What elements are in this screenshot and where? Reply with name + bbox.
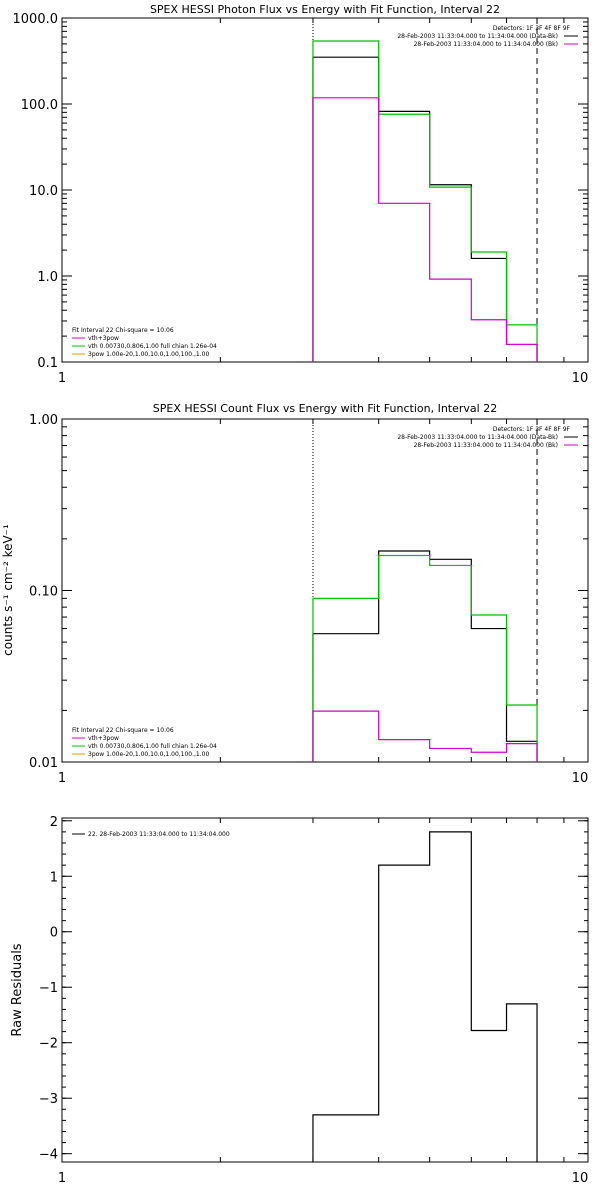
count-flux-fit-legend-entry: Fit Interval 22 Chi-square = 10.06 <box>72 727 174 734</box>
count-flux-series-data-bk <box>312 550 538 762</box>
photon-flux-legend-entry: 28-Feb-2003 11:33:04.000 to 11:34:04.000… <box>414 41 558 48</box>
residuals-y-tick-label: 1 <box>50 870 58 885</box>
photon-flux-fit-legend-entry: vth 0.00730,0.806,1.00 full chian 1.26e-… <box>88 343 217 350</box>
photon-flux-series-background <box>312 97 538 362</box>
photon-flux-fit-legend-entry: vth+3pow <box>88 335 119 342</box>
photon-flux-y-tick-label: 1.0 <box>37 270 58 285</box>
count-flux-x-tick-label: 10 <box>572 771 589 786</box>
count-flux-legend-entry: Detectors: 1F 3F 4F 8F 9F <box>493 426 571 433</box>
residuals-y-tick-label: −4 <box>39 1148 58 1163</box>
photon-flux-y-tick-label: 10.0 <box>29 184 58 199</box>
residuals-legend-entry: 22. 28-Feb-2003 11:33:04.000 to 11:34:04… <box>88 831 230 838</box>
photon-flux-fit-legend-entry: Fit Interval 22 Chi-square = 10.06 <box>72 327 174 334</box>
count-flux-series-background <box>312 710 538 762</box>
photon-flux-title: SPEX HESSI Photon Flux vs Energy with Fi… <box>150 3 500 16</box>
count-flux-ylabel: counts s⁻¹ cm⁻² keV⁻¹ <box>1 524 15 656</box>
photon-flux-legend-entry: 28-Feb-2003 11:33:04.000 to 11:34:04.000… <box>397 33 558 40</box>
count-flux-series-fit-vth-3pow <box>312 554 538 762</box>
photon-flux-fit-legend-entry: 3pow 1.00e-20,1.00,10.0,1.00,100.,1.00 <box>88 351 209 358</box>
count-flux-y-tick-label: 1.00 <box>29 413 58 428</box>
count-flux-panel: SPEX HESSI Count Flux vs Energy with Fit… <box>1 402 589 786</box>
photon-flux-series-data-bk <box>312 56 538 362</box>
count-flux-fit-legend-entry: 3pow 1.00e-20,1.00,10.0,1.00,100.,1.00 <box>88 751 209 758</box>
photon-flux-plot-frame <box>61 17 589 363</box>
count-flux-y-tick-label: 0.10 <box>29 585 58 600</box>
residuals-series-data-bk <box>312 831 538 1162</box>
residuals-x-tick-label: 1 <box>58 1171 66 1186</box>
residuals-plot-frame <box>61 817 589 1163</box>
residuals-ylabel: Raw Residuals <box>10 943 25 1036</box>
residuals-y-tick-label: −1 <box>39 981 58 996</box>
residuals-y-tick-label: 0 <box>50 926 58 941</box>
count-flux-y-tick-label: 0.01 <box>29 756 58 771</box>
count-flux-title: SPEX HESSI Count Flux vs Energy with Fit… <box>153 402 497 415</box>
residuals-y-tick-label: −2 <box>39 1037 58 1052</box>
residuals-x-tick-label: 10 <box>572 1171 589 1186</box>
residuals-panel: Raw Residuals −4 −3 −2 −1 0 1 2 1 10 22. 28-Feb-2… <box>10 815 589 1186</box>
photon-flux-legend-entry: Detectors: 1F 3F 4F 8F 9F <box>493 25 571 32</box>
residuals-y-tick-label: 2 <box>50 815 58 830</box>
count-flux-legend-entry: 28-Feb-2003 11:33:04.000 to 11:34:04.000… <box>414 442 558 449</box>
photon-flux-x-tick-label: 10 <box>572 371 589 386</box>
photon-flux-y-tick-label: 0.1 <box>37 356 58 371</box>
count-flux-x-tick-label: 1 <box>58 771 66 786</box>
photon-flux-x-tick-label: 1 <box>58 371 66 386</box>
count-flux-fit-legend-entry: vth+3pow <box>88 735 119 742</box>
photon-flux-y-tick-label: 1000.0 <box>13 12 59 27</box>
photon-flux-series-fit-vth-3pow <box>312 40 538 362</box>
photon-flux-y-tick-label: 100.0 <box>21 98 58 113</box>
count-flux-legend-entry: 28-Feb-2003 11:33:04.000 to 11:34:04.000… <box>397 434 558 441</box>
photon-flux-panel: SPEX HESSI Photon Flux vs Energy with Fi… <box>13 3 589 386</box>
count-flux-fit-legend-entry: vth 0.00730,0.806,1.00 full chian 1.26e-… <box>88 743 217 750</box>
residuals-y-tick-label: −3 <box>39 1092 58 1107</box>
